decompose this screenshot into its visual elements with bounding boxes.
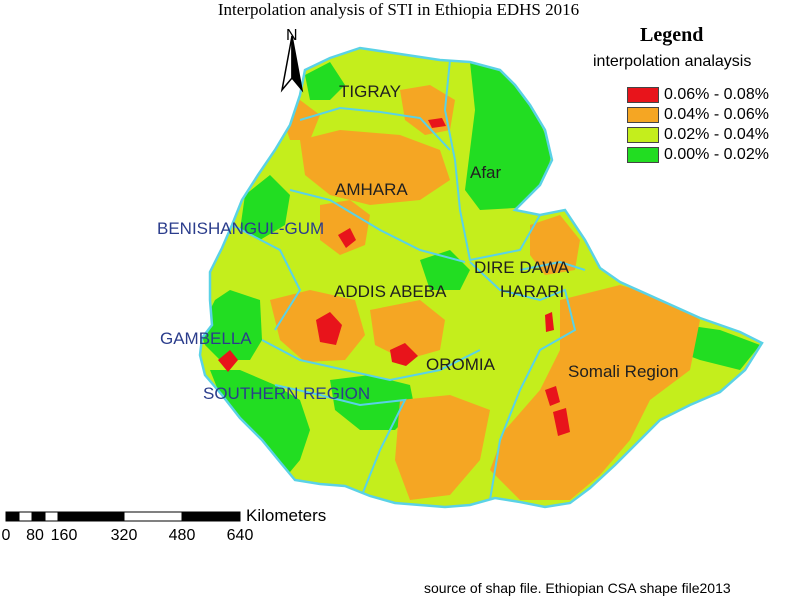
- hotspot-southwest: [218, 350, 238, 372]
- north-letter: N: [286, 27, 298, 44]
- legend-label: 0.02% - 0.04%: [664, 126, 769, 143]
- region-label-amhara: AMHARA: [335, 180, 408, 199]
- class-highest-areas: [218, 118, 570, 436]
- scale-tick: 320: [110, 527, 138, 544]
- legend-item: 0.02% - 0.04%: [627, 126, 769, 144]
- region-label-addis-abeba: ADDIS ABEBA: [334, 282, 447, 301]
- boundary-harari: [519, 260, 586, 271]
- region-label-dire-dawa: DIRE DAWA: [474, 258, 570, 277]
- region-label-gambella: GAMBELLA: [160, 329, 252, 348]
- hotspot-benishangul: [338, 228, 356, 248]
- legend-item: 0.04% - 0.06%: [627, 106, 769, 124]
- hotspot-tigray: [428, 118, 446, 128]
- legend-swatch: [627, 147, 659, 163]
- somali-orange-zone: [490, 285, 700, 500]
- southwest-green-zone: [210, 370, 310, 478]
- legend-item: 0.00% - 0.02%: [627, 146, 769, 164]
- hotspot-central: [390, 343, 418, 366]
- west-green-zone: [200, 290, 262, 360]
- scale-seg-5: [57, 511, 125, 522]
- east-orange-zone: [530, 215, 580, 275]
- region-label-harari: HARARI: [500, 282, 565, 301]
- scale-seg-6: [123, 511, 183, 522]
- boundary-amhara-south: [289, 189, 466, 263]
- scale-seg-7: [181, 511, 241, 522]
- hotspot-gambella: [316, 312, 342, 345]
- region-boundaries: [231, 59, 586, 501]
- region-label-somali: Somali Region: [568, 362, 679, 381]
- region-label-oromia: OROMIA: [426, 355, 495, 374]
- legend-swatch: [627, 127, 659, 143]
- boundary-afar: [443, 59, 541, 262]
- boundary-tigray: [299, 106, 451, 151]
- boundary-benishangul: [231, 224, 302, 331]
- south-green-zone: [330, 375, 415, 430]
- legend-subtitle: interpolation analaysis: [593, 53, 752, 70]
- region-label-tigray: TIGRAY: [339, 82, 402, 101]
- scale-seg-4: [44, 511, 59, 522]
- boundary-somali: [469, 261, 577, 501]
- region-label-southern: SOUTHERN REGION: [203, 384, 371, 403]
- scale-tick: 640: [226, 527, 254, 544]
- region-label-afar: Afar: [470, 163, 502, 182]
- amhara-orange-zone: [300, 130, 450, 205]
- scale-seg-1: [5, 511, 20, 522]
- scale-seg-2: [18, 511, 33, 522]
- map-title: Interpolation analysis of STI in Ethiopi…: [217, 0, 580, 19]
- class-lowest-areas: [200, 62, 760, 478]
- scale-bar-unit: Kilometers: [246, 506, 327, 525]
- source-note: source of shap file. Ethiopian CSA shape…: [424, 580, 731, 596]
- scale-seg-3: [31, 511, 46, 522]
- scale-tick: 80: [26, 527, 44, 544]
- tigray-green-zone: [305, 62, 345, 100]
- legend-swatch: [627, 107, 659, 123]
- boundary-southern: [274, 384, 407, 501]
- scale-tick: 480: [168, 527, 196, 544]
- legend-label: 0.00% - 0.02%: [664, 146, 769, 163]
- northwest-green-zone: [240, 175, 290, 240]
- boundary-oromia-west: [261, 339, 481, 382]
- hotspot-somali-north: [545, 386, 560, 406]
- scale-tick: 0: [1, 527, 11, 544]
- benishangul-orange-zone: [320, 200, 370, 255]
- central-orange-zone: [370, 300, 445, 360]
- north-arrow-icon: [280, 35, 304, 93]
- hotspot-harari: [545, 312, 554, 332]
- hotspot-somali-south: [553, 408, 570, 436]
- legend-label: 0.04% - 0.06%: [664, 106, 769, 123]
- legend-item: 0.06% - 0.08%: [627, 86, 769, 104]
- legend-swatch: [627, 87, 659, 103]
- legend-label: 0.06% - 0.08%: [664, 86, 769, 103]
- country-outline: [198, 46, 764, 509]
- south-orange-zone: [395, 395, 490, 500]
- scale-bar: [5, 511, 241, 522]
- region-label-benishangul: BENISHANGUL-GUM: [157, 219, 325, 238]
- scale-tick: 160: [50, 527, 78, 544]
- legend-title: Legend: [640, 24, 704, 46]
- northeast-green-zone: [465, 62, 552, 210]
